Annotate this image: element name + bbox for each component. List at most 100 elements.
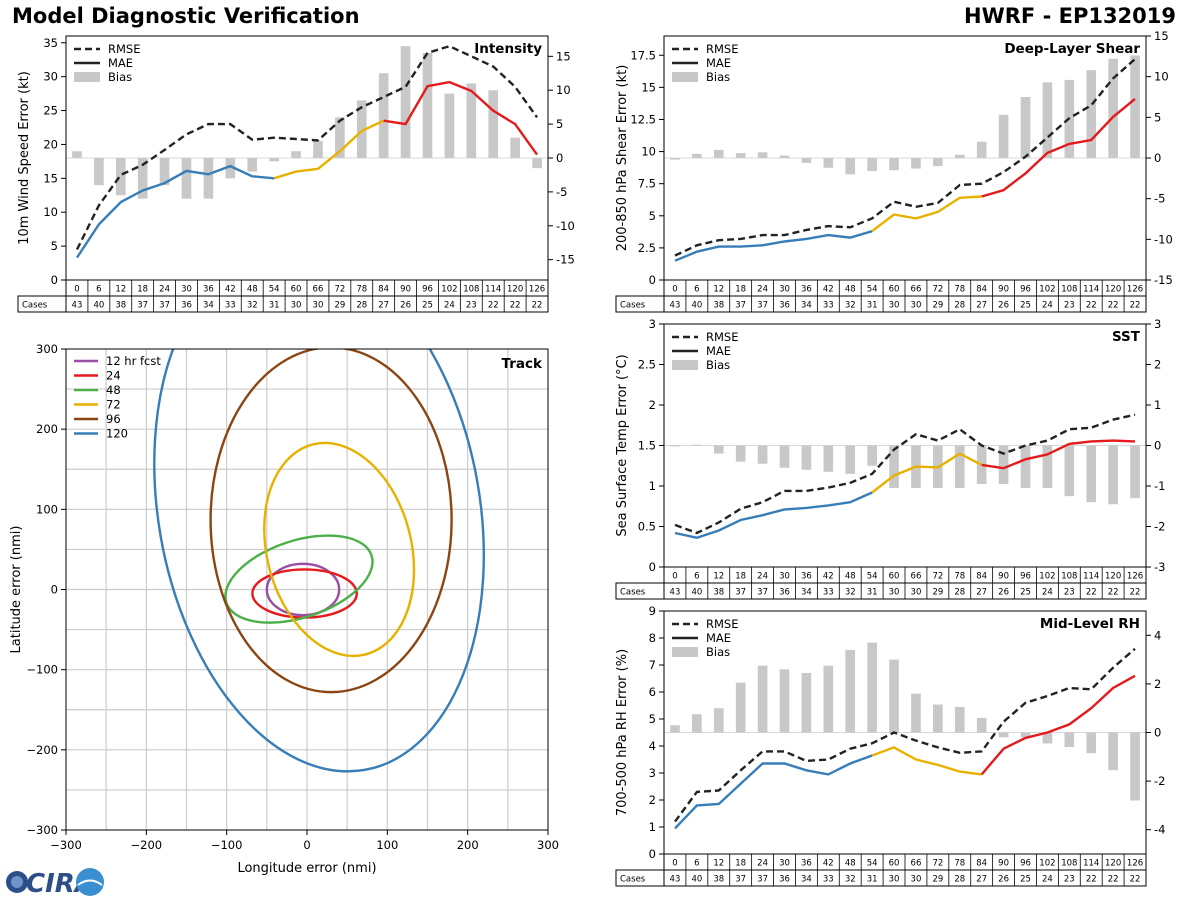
forecast-hour: 42 xyxy=(225,285,236,295)
bias-bar xyxy=(1020,445,1031,489)
y2-tick-label: 10 xyxy=(1154,70,1169,84)
y2-tick-label: 0 xyxy=(556,151,563,165)
y-tick-label: 1.5 xyxy=(638,439,656,453)
case-count: 38 xyxy=(713,301,724,311)
y-tick-label: 0 xyxy=(51,583,58,597)
case-count: 36 xyxy=(779,301,790,311)
case-count: 40 xyxy=(93,301,104,311)
case-count: 26 xyxy=(998,875,1009,885)
legend-rmse-label: RMSE xyxy=(706,617,738,631)
legend-bias-label: Bias xyxy=(108,70,132,84)
track-ellipse-48 xyxy=(224,534,374,624)
cases-label-cell xyxy=(615,582,665,600)
panel-track: −300 −200 −100 0 100 200 300 −300 −200 −100 0 100 20… xyxy=(9,342,559,876)
forecast-hour: 6 xyxy=(694,572,699,582)
bias-bar xyxy=(1130,732,1140,801)
forecast-hour: 96 xyxy=(1020,572,1031,582)
mae-line xyxy=(674,491,873,540)
bias-bar xyxy=(488,90,499,158)
y-tick-label: 12.5 xyxy=(630,112,656,126)
bias-bar xyxy=(976,717,987,733)
bias-bar xyxy=(466,83,477,158)
legend-bias-swatch xyxy=(672,72,698,82)
case-count: 22 xyxy=(510,301,521,311)
legend-rmse-label: RMSE xyxy=(706,42,738,56)
bias-bar xyxy=(1130,55,1140,158)
y2-tick-label: 1 xyxy=(1154,398,1161,412)
forecast-hour: 120 xyxy=(1105,572,1121,582)
case-count: 22 xyxy=(1086,875,1097,885)
y2-tick-label: -5 xyxy=(1154,192,1165,206)
y-tick-label: 8 xyxy=(649,631,656,645)
forecast-hour: 66 xyxy=(313,285,324,295)
case-count: 28 xyxy=(954,301,965,311)
forecast-hour: 12 xyxy=(713,572,724,582)
logo-globe-inner xyxy=(11,876,23,888)
case-count: 29 xyxy=(334,301,345,311)
forecast-hour: 6 xyxy=(694,285,699,295)
mae-line xyxy=(981,439,1136,470)
y-tick-label: 6 xyxy=(649,685,656,699)
case-count: 22 xyxy=(532,301,543,311)
legend-mae-label: MAE xyxy=(706,344,731,358)
panel-intensity: 0 5 10 15 20 25 30 35 -15 -10 -5 0 5 10 15 10m Wind Spe… xyxy=(17,35,575,313)
case-count: 29 xyxy=(932,301,943,311)
case-count: 32 xyxy=(845,301,856,311)
forecast-hour: 90 xyxy=(998,859,1009,869)
y-tick-label: 3 xyxy=(649,766,656,780)
case-count: 30 xyxy=(911,301,922,311)
case-count: 37 xyxy=(735,301,746,311)
forecast-hour: 60 xyxy=(889,859,900,869)
y-tick-label: −200 xyxy=(26,743,58,757)
y-tick-label: 35 xyxy=(43,36,58,50)
bias-bar xyxy=(889,659,899,733)
y2-tick-label: -2 xyxy=(1154,774,1165,788)
case-count: 25 xyxy=(1020,301,1031,311)
y2-tick-label: 4 xyxy=(1154,628,1161,642)
x-tick-label: −200 xyxy=(131,838,163,852)
panel-title: Track xyxy=(502,356,543,372)
cases-label-cell xyxy=(17,295,67,313)
mae-line xyxy=(871,195,982,233)
bias-bar xyxy=(510,137,520,158)
y-tick-label: 2.5 xyxy=(638,358,656,372)
cases-label: Cases xyxy=(620,875,646,885)
legend-mae-label: MAE xyxy=(706,631,731,645)
cira-logo: CIRA xyxy=(6,868,104,899)
case-count: 28 xyxy=(356,301,367,311)
bias-bar xyxy=(1020,97,1031,158)
x-tick-label: −300 xyxy=(50,838,82,852)
case-count: 37 xyxy=(735,875,746,885)
case-count: 24 xyxy=(1042,588,1053,598)
case-count: 22 xyxy=(488,301,499,311)
forecast-hour: 72 xyxy=(932,572,943,582)
bias-bar xyxy=(692,714,702,733)
bias-bar xyxy=(954,706,965,733)
case-count: 36 xyxy=(779,875,790,885)
case-count: 37 xyxy=(137,301,148,311)
bias-bar xyxy=(1064,445,1075,497)
y-tick-label: 5 xyxy=(649,209,656,223)
case-count: 43 xyxy=(670,875,681,885)
bias-bar xyxy=(713,708,724,733)
y-tick-label: 15 xyxy=(43,171,58,185)
bias-bar xyxy=(779,155,790,158)
y-tick-label: 17.5 xyxy=(630,48,656,62)
mae-line xyxy=(871,746,982,776)
case-count: 30 xyxy=(911,875,922,885)
case-count: 36 xyxy=(181,301,192,311)
logo-satellite-icon xyxy=(76,868,104,896)
y2-tick-label: 15 xyxy=(1154,29,1169,43)
y2-tick-label: -4 xyxy=(1154,823,1165,837)
bias-bar xyxy=(757,665,768,733)
case-count: 34 xyxy=(203,301,214,311)
case-count: 31 xyxy=(867,588,878,598)
forecast-hour: 42 xyxy=(823,285,834,295)
case-count: 37 xyxy=(757,588,768,598)
forecast-hour: 108 xyxy=(1061,285,1077,295)
bias-bar xyxy=(532,158,542,169)
bias-bar xyxy=(1108,732,1118,771)
forecast-hour: 24 xyxy=(159,285,170,295)
bias-bar xyxy=(933,704,943,733)
